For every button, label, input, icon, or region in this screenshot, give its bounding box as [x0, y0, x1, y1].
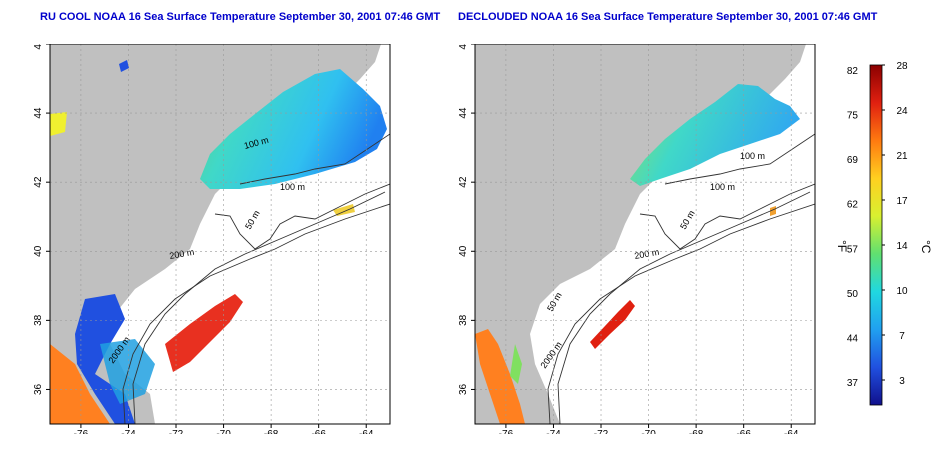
contour-label-200m: 200 m	[634, 247, 660, 261]
longitude-axis: -76 -74 -72 -70 -68 -66 -64	[499, 424, 799, 434]
celsius-tick-label: 14	[896, 241, 908, 252]
fahrenheit-tick-label: 50	[847, 289, 859, 300]
gulf-of-maine-sst	[630, 84, 800, 186]
coastal-green-water	[510, 344, 522, 384]
celsius-tick-label: 24	[896, 106, 908, 117]
x-tick-label: -68	[264, 429, 279, 434]
x-tick-label: -74	[121, 429, 136, 434]
fahrenheit-tick-label: 44	[847, 333, 859, 344]
latitude-axis: 46 44 42 40 38 36	[458, 44, 475, 395]
x-tick-label: -70	[216, 429, 231, 434]
x-tick-label: -76	[74, 429, 89, 434]
fahrenheit-tick-label: 69	[847, 155, 859, 166]
x-tick-label: -64	[359, 429, 374, 434]
gulf-stream-warm-water	[590, 300, 635, 349]
right-panel-title: DECLOUDED NOAA 16 Sea Surface Temperatur…	[458, 11, 878, 23]
left-panel-title: RU COOL NOAA 16 Sea Surface Temperature …	[40, 11, 441, 23]
x-tick-label: -66	[311, 429, 326, 434]
north-blue-patch	[119, 60, 129, 72]
x-tick-label: -70	[641, 429, 656, 434]
fahrenheit-tick-label: 57	[847, 244, 859, 255]
x-tick-label: -74	[546, 429, 561, 434]
y-tick-label: 40	[458, 245, 469, 257]
raw-sst-map: 100 m 100 m 50 m 200 m 2000 m -76-74-72-…	[33, 44, 391, 434]
x-tick-label: -72	[169, 429, 184, 434]
y-tick-label: 38	[33, 314, 44, 326]
y-tick-label: 46	[33, 44, 44, 50]
offshore-small-patch	[333, 204, 355, 216]
y-tick-label: 36	[33, 383, 44, 395]
fahrenheit-tick-label: 62	[847, 200, 859, 211]
map-frame	[49, 44, 391, 425]
fahrenheit-ticks: 82 75 69 62 57 50 44 37	[847, 66, 859, 389]
declouded-sst-map: 100 m 100 m 50 m 200 m 50 m 2000 m -76-7…	[458, 44, 816, 434]
celsius-tick-label: 28	[896, 61, 908, 72]
bathymetry-contours	[547, 133, 815, 424]
map-frame	[474, 44, 816, 425]
coastal-warm-water	[50, 344, 110, 424]
celsius-tick-label: 17	[896, 196, 908, 207]
contour-label-100m-b: 100 m	[710, 182, 735, 192]
y-tick-label: 44	[458, 107, 469, 119]
y-tick-label: 46	[458, 44, 469, 50]
x-tick-label: -72	[594, 429, 609, 434]
celsius-tick-label: 21	[896, 151, 908, 162]
offshore-small-patch	[770, 206, 776, 216]
bathymetry-contours	[122, 133, 390, 424]
y-tick-label: 36	[458, 383, 469, 395]
contour-label-100m-a: 100 m	[740, 151, 765, 161]
contour-label-100m-b: 100 m	[280, 182, 305, 192]
celsius-label: °C	[919, 240, 933, 254]
gulf-of-maine-sst	[200, 69, 387, 189]
longitude-axis: -76 -74 -72 -70 -68 -66 -64	[74, 424, 374, 434]
y-tick-label: 40	[33, 245, 44, 257]
x-tick-label: -76	[499, 429, 514, 434]
colorbar-gradient	[869, 64, 883, 406]
celsius-tick-label: 3	[899, 376, 905, 387]
y-tick-label: 38	[458, 314, 469, 326]
temperature-colorbar: 82 75 69 62 57 50 44 37 28 24 21 17 14 10 7 3 °F °C	[835, 61, 933, 406]
graticule-grid	[475, 44, 815, 424]
graticule-grid	[50, 44, 390, 424]
fahrenheit-tick-label: 75	[847, 111, 859, 122]
y-tick-label: 42	[458, 176, 469, 188]
gulf-stream-warm-water	[165, 294, 243, 372]
celsius-tick-label: 7	[899, 331, 905, 342]
x-tick-label: -68	[689, 429, 704, 434]
coastal-warm-water	[475, 329, 525, 424]
y-tick-label: 42	[33, 176, 44, 188]
northwest-yellow-patch	[50, 112, 67, 136]
x-tick-label: -66	[736, 429, 751, 434]
celsius-tick-label: 10	[896, 286, 908, 297]
contour-label-200m: 200 m	[169, 247, 195, 261]
fahrenheit-label: °F	[835, 240, 849, 252]
fahrenheit-tick-label: 82	[847, 66, 859, 77]
celsius-ticks: 28 24 21 17 14 10 7 3	[882, 61, 908, 387]
latitude-axis: 46 44 42 40 38 36	[33, 44, 50, 395]
x-tick-label: -64	[784, 429, 799, 434]
fahrenheit-tick-label: 37	[847, 378, 859, 389]
y-tick-label: 44	[33, 107, 44, 119]
